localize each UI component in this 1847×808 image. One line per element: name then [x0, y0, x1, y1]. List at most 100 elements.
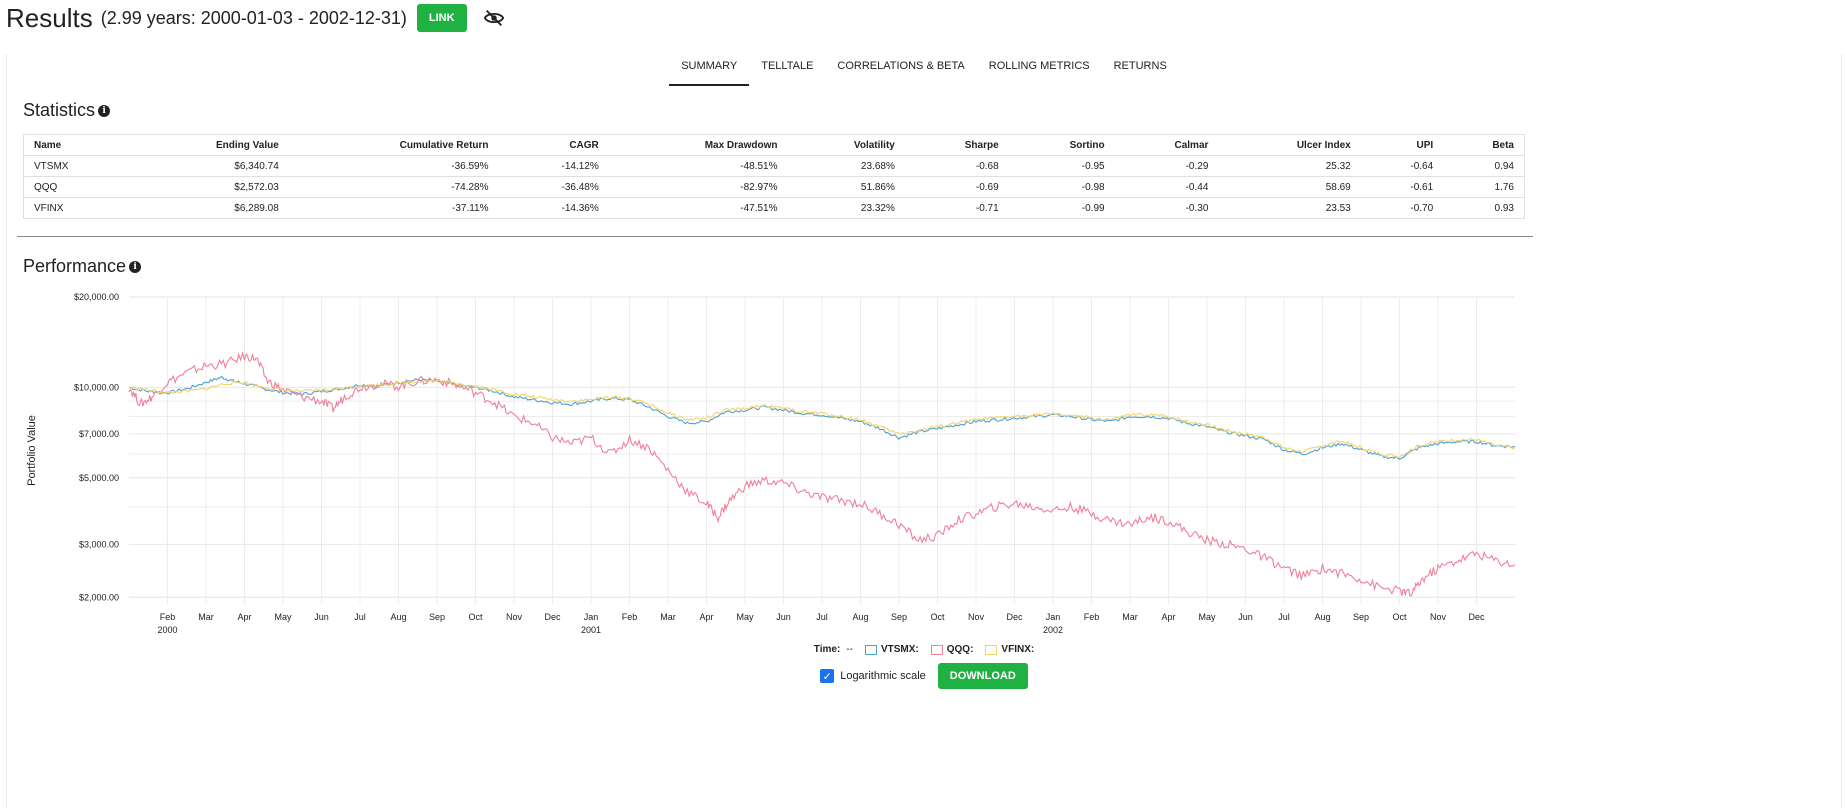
column-header[interactable]: Volatility	[787, 134, 905, 156]
y-tick-label: $20,000.00	[74, 292, 119, 302]
x-tick-label: Sep	[429, 612, 445, 622]
statistics-info-icon[interactable]: i	[98, 104, 111, 117]
performance-chart-svg[interactable]: $20,000.00 $10,000.00 $7,000.00 $5,000.00 $3…	[7, 279, 1841, 649]
x-tick-label: Jun	[314, 612, 329, 622]
x-tick-label: Oct	[930, 612, 945, 622]
series-line-vfinx	[128, 379, 1516, 459]
stat-cell: 0.94	[1443, 155, 1525, 177]
x-tick-label: Mar	[660, 612, 676, 622]
legend-swatch-vtsmx	[864, 644, 877, 655]
section-divider	[17, 236, 1533, 237]
legend-time: Time: --	[814, 644, 853, 655]
x-tick-label: Feb	[1084, 612, 1100, 622]
chart-legend: Time: -- VTSMX: QQQ: VFINX:	[7, 644, 1841, 655]
legend-item-vtsmx[interactable]: VTSMX:	[864, 644, 919, 655]
x-year-label: 2002	[1043, 625, 1063, 635]
performance-heading: Performance i	[23, 256, 142, 277]
stat-cell: $6,340.74	[129, 155, 289, 177]
x-year-label: 2000	[157, 625, 177, 635]
statistics-table: Name Ending Value Cumulative Return CAGR Max…	[23, 134, 1525, 219]
date-range: (2.99 years: 2000-01-03 - 2002-12-31)	[100, 7, 407, 28]
x-tick-label: Feb	[622, 612, 638, 622]
results-card: SUMMARY TELLTALE CORRELATIONS & BETA ROL…	[6, 54, 1842, 808]
stat-cell: -14.12%	[498, 155, 609, 177]
column-header[interactable]: Name	[23, 134, 130, 156]
asset-name-cell: VFINX	[23, 197, 130, 219]
x-tick-label: Dec	[1006, 612, 1023, 622]
column-header[interactable]: Sharpe	[904, 134, 1009, 156]
x-tick-label: Feb	[160, 612, 176, 622]
legend-item-vfinx[interactable]: VFINX:	[985, 644, 1034, 655]
legend-item-qqq[interactable]: QQQ:	[930, 644, 974, 655]
page-title: Results	[6, 2, 93, 33]
link-button[interactable]: LINK	[416, 4, 467, 32]
stat-cell: -0.30	[1114, 197, 1219, 219]
stat-cell: -36.59%	[288, 155, 499, 177]
y-axis-label: Portfolio Value	[26, 415, 38, 486]
x-tick-label: Aug	[852, 612, 868, 622]
x-year-label: 2001	[581, 625, 601, 635]
asset-name-cell: VTSMX	[23, 155, 130, 177]
stat-cell: -82.97%	[608, 176, 788, 198]
y-tick-label: $7,000.00	[79, 429, 119, 439]
column-header[interactable]: Cumulative Return	[288, 134, 499, 156]
x-tick-label: Jul	[816, 612, 828, 622]
x-tick-label: Jan	[1046, 612, 1061, 622]
x-tick-label: Oct	[1392, 612, 1407, 622]
y-tick-label: $5,000.00	[79, 473, 119, 483]
stat-cell: 23.68%	[787, 155, 905, 177]
stat-cell: -36.48%	[498, 176, 609, 198]
x-tick-label: Apr	[237, 612, 251, 622]
tab-correlations-beta[interactable]: CORRELATIONS & BETA	[837, 60, 965, 72]
legend-swatch-vfinx	[985, 644, 998, 655]
tab-telltale[interactable]: TELLTALE	[761, 60, 814, 72]
stat-cell: -0.29	[1114, 155, 1219, 177]
x-tick-label: Nov	[1430, 612, 1447, 622]
tab-summary[interactable]: SUMMARY	[669, 54, 750, 86]
stat-cell: -0.61	[1360, 176, 1444, 198]
stat-cell: -0.68	[904, 155, 1009, 177]
column-header[interactable]: Ulcer Index	[1218, 134, 1361, 156]
stat-cell: 58.69	[1218, 176, 1361, 198]
column-header[interactable]: UPI	[1360, 134, 1444, 156]
stat-cell: 23.32%	[787, 197, 905, 219]
legend-swatch-qqq	[930, 644, 943, 655]
column-header[interactable]: Sortino	[1008, 134, 1115, 156]
stat-cell: -47.51%	[608, 197, 788, 219]
stat-cell: -0.44	[1114, 176, 1219, 198]
statistics-title: Statistics	[23, 100, 96, 120]
x-tick-label: May	[1198, 612, 1216, 622]
tab-returns[interactable]: RETURNS	[1113, 60, 1167, 72]
performance-info-icon[interactable]: i	[129, 260, 142, 273]
column-header[interactable]: CAGR	[498, 134, 609, 156]
x-tick-label: Apr	[699, 612, 713, 622]
stat-cell: -0.95	[1008, 155, 1115, 177]
legend-time-label: Time:	[813, 644, 841, 655]
x-tick-label: May	[736, 612, 754, 622]
column-header[interactable]: Beta	[1443, 134, 1525, 156]
legend-label-qqq: QQQ:	[946, 644, 974, 655]
legend-label-vfinx: VFINX:	[1001, 644, 1035, 655]
stat-cell: -0.99	[1008, 197, 1115, 219]
hide-eye-icon[interactable]	[483, 7, 505, 29]
tab-rolling-metrics[interactable]: ROLLING METRICS	[988, 60, 1090, 72]
stat-cell: -48.51%	[608, 155, 788, 177]
y-tick-label: $3,000.00	[79, 539, 119, 549]
x-tick-label: Jun	[1238, 612, 1253, 622]
column-header[interactable]: Calmar	[1114, 134, 1219, 156]
x-tick-label: Aug	[390, 612, 406, 622]
y-tick-label: $2,000.00	[79, 592, 119, 602]
series-line-qqq	[128, 350, 1516, 597]
column-header[interactable]: Ending Value	[129, 134, 289, 156]
y-tick-label: $10,000.00	[74, 382, 119, 392]
statistics-heading: Statistics i	[23, 100, 111, 121]
download-button[interactable]: DOWNLOAD	[937, 663, 1028, 689]
x-tick-label: Aug	[1314, 612, 1330, 622]
stat-cell: -74.28%	[288, 176, 499, 198]
stat-cell: -37.11%	[288, 197, 499, 219]
x-tick-label: May	[274, 612, 292, 622]
table-row: QQQ $2,572.03 -74.28% -36.48% -82.97% 51.86% -…	[23, 176, 1525, 198]
column-header[interactable]: Max Drawdown	[608, 134, 788, 156]
log-scale-checkbox[interactable]: ✓	[820, 669, 835, 683]
stat-cell: 23.53	[1218, 197, 1361, 219]
